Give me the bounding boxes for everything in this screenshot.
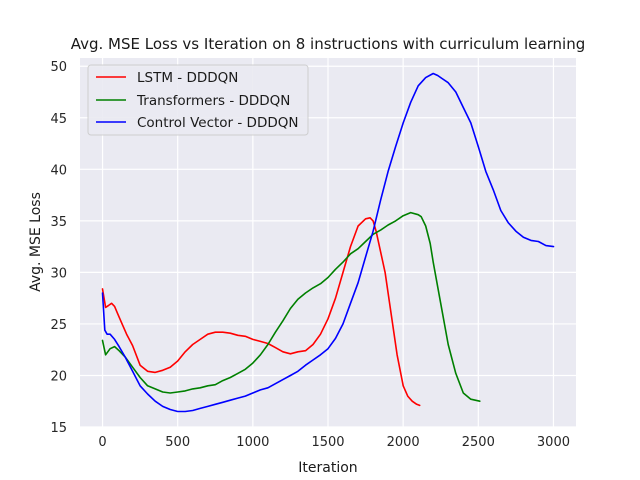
- y-tick-label: 30: [50, 266, 67, 281]
- legend: LSTM - DDDQN Transformers - DDDQN Contro…: [87, 64, 309, 136]
- series-line-1: [101, 211, 481, 403]
- y-tick-label: 20: [50, 369, 67, 384]
- x-tick-label: 3000: [537, 435, 570, 450]
- y-tick-labels: 15 20 25 30 35 40 45 50: [50, 60, 67, 436]
- x-tick-label: 1000: [236, 435, 269, 450]
- x-tick-label: 0: [98, 435, 106, 450]
- legend-label-lstm: LSTM - DDDQN: [137, 70, 238, 86]
- x-tick-label: 2000: [387, 435, 420, 450]
- y-tick-label: 15: [50, 421, 67, 436]
- x-tick-label: 1500: [311, 435, 344, 450]
- series-line-2: [101, 72, 555, 413]
- y-tick-label: 25: [50, 318, 67, 333]
- y-tick-label: 40: [50, 163, 67, 178]
- legend-label-control-vector: Control Vector - DDDQN: [137, 115, 298, 131]
- chart-title: Avg. MSE Loss vs Iteration on 8 instruct…: [71, 35, 586, 53]
- series-lines: [101, 72, 555, 413]
- x-tick-labels: 0 500 1000 1500 2000 2500 3000: [98, 435, 570, 450]
- y-axis-label: Avg. MSE Loss: [28, 192, 44, 292]
- y-tick-label: 35: [50, 215, 67, 230]
- y-tick-label: 45: [50, 112, 67, 127]
- x-axis-label: Iteration: [298, 460, 357, 476]
- x-tick-label: 2500: [462, 435, 495, 450]
- legend-label-transformers: Transformers - DDDQN: [136, 93, 290, 109]
- y-tick-label: 50: [50, 60, 67, 75]
- legend-box: [87, 64, 309, 136]
- x-tick-label: 500: [165, 435, 190, 450]
